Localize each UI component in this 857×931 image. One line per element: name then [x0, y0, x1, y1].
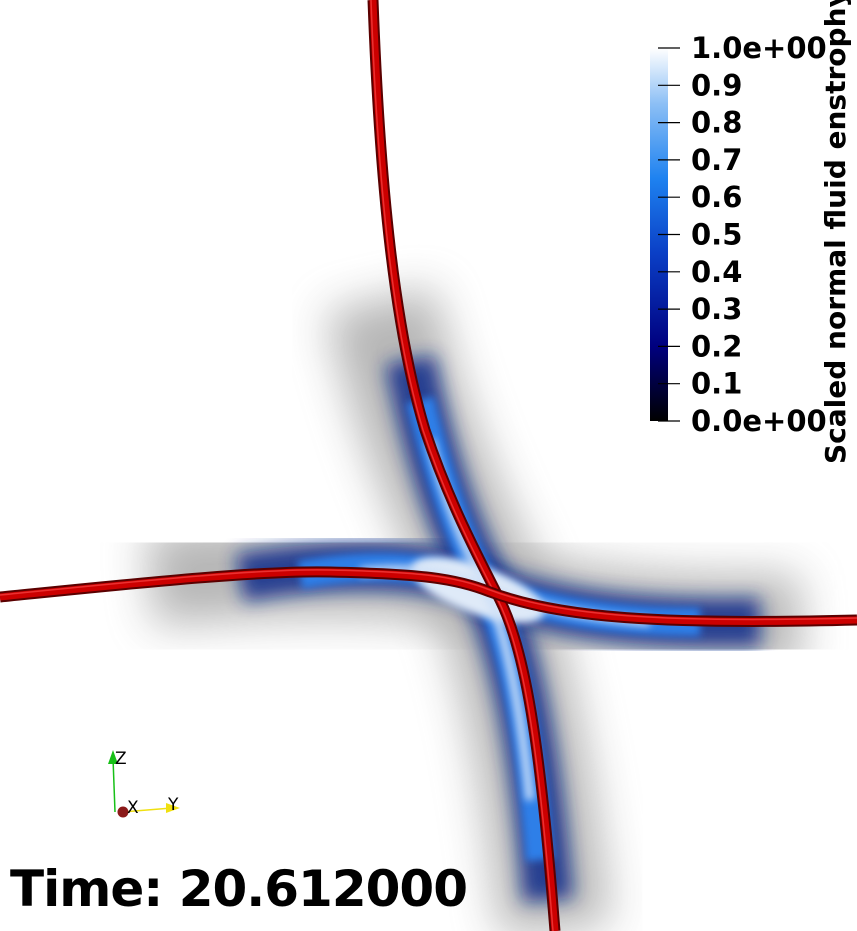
- y-axis-cone: [166, 803, 180, 813]
- colorbar-title: Scaled normal fluid enstrophy: [819, 0, 852, 464]
- orientation-axes[interactable]: Z Y X: [108, 749, 180, 818]
- colorbar-tick-label: 0.8: [691, 106, 742, 140]
- colorbar-tick-label: 0.1: [691, 367, 742, 401]
- time-readout: Time: 20.612000: [10, 860, 468, 918]
- z-axis-line: [112, 757, 116, 813]
- colorbar-tick-label: 0.4: [691, 255, 742, 289]
- z-axis-label: Z: [115, 749, 127, 769]
- colorbar-tick-label: 0.6: [691, 180, 742, 214]
- colorbar-tick-label: 0.9: [691, 68, 742, 102]
- colorbar-tick-label: 0.3: [691, 292, 742, 326]
- x-axis-marker: [117, 806, 129, 818]
- colorbar-tick-label: 0.7: [691, 143, 742, 177]
- y-axis-label: Y: [167, 795, 179, 815]
- colorbar-tick-label: 1.0e+00: [691, 31, 827, 65]
- colorbar-tick-label: 0.2: [691, 329, 742, 363]
- colorbar-tick-label: 0.5: [691, 218, 742, 252]
- colorbar: 1.0e+000.9 0.80.70.6 0.50.40.30.2 0.10.0e+0…: [650, 0, 852, 464]
- x-axis-label: X: [127, 798, 139, 818]
- time-label: Time:: [10, 860, 163, 918]
- colorbar-ticks: 1.0e+000.9 0.80.70.6 0.50.40.30.2 0.10.0e+0…: [658, 31, 827, 438]
- colorbar-tick-label: 0.0e+00: [691, 404, 827, 438]
- y-axis-line: [122, 807, 173, 813]
- z-axis-cone: [108, 750, 118, 764]
- time-value: 20.612000: [178, 860, 468, 918]
